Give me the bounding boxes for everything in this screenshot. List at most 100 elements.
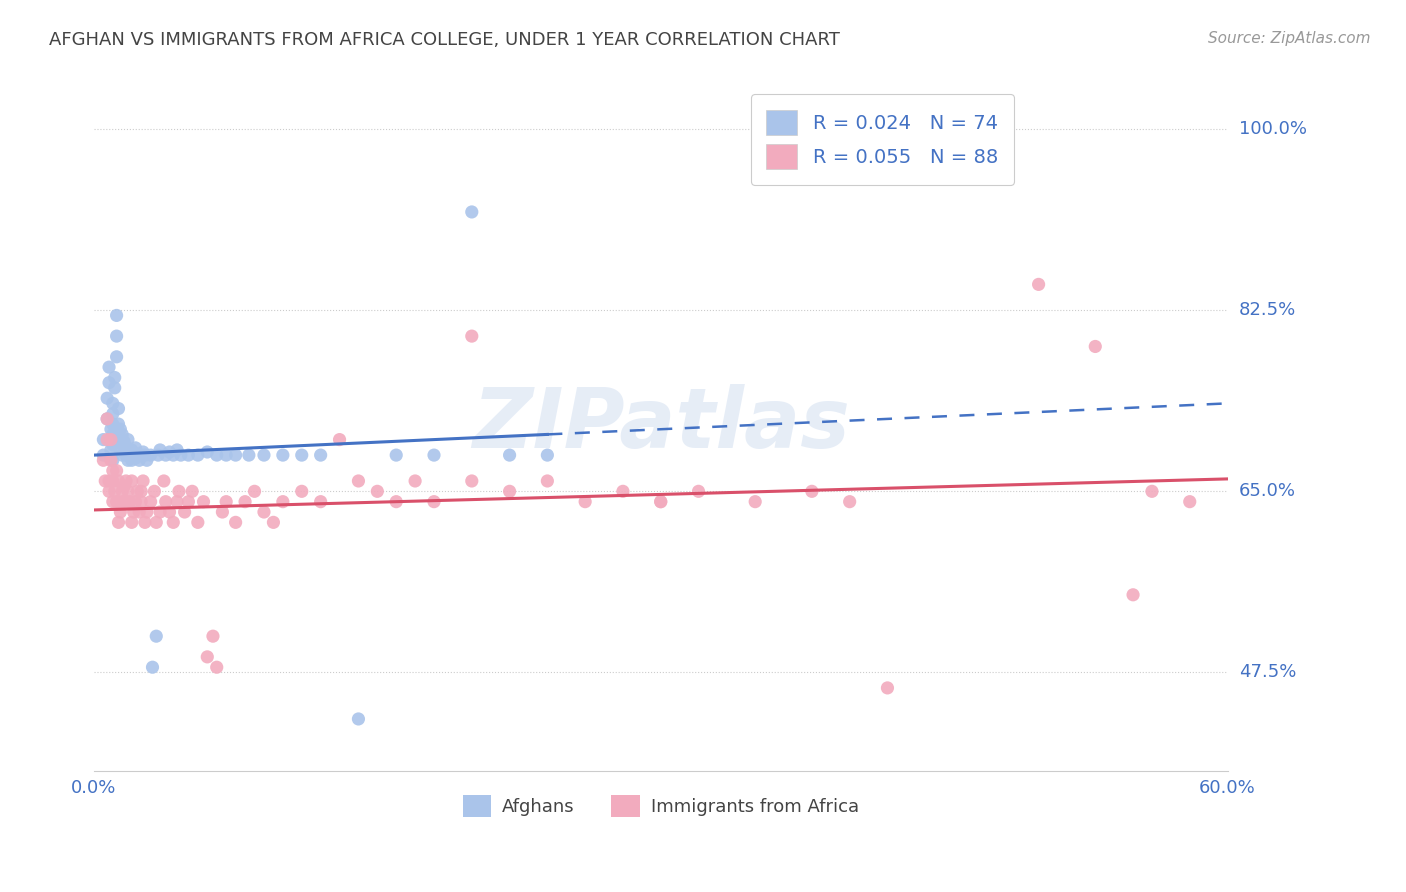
Point (104, 484, 127, 499)
Point (461, 205, 484, 219)
Point (536, 474, 558, 488)
Point (205, 660, 228, 674)
Point (129, 494, 152, 508)
Point (271, 494, 294, 508)
Point (105, 309, 128, 323)
Point (93, 453, 115, 467)
Point (121, 474, 143, 488)
Point (309, 448, 332, 462)
Point (134, 448, 156, 462)
Point (187, 516, 209, 530)
Point (385, 494, 408, 508)
Point (107, 401, 129, 416)
Point (93, 448, 115, 462)
Point (170, 448, 193, 462)
Point (166, 442, 188, 457)
Point (347, 712, 370, 726)
Point (94, 474, 117, 488)
Point (271, 448, 294, 462)
Point (876, 681, 898, 695)
Point (1140, 484, 1163, 499)
Point (112, 479, 135, 493)
Legend: Afghans, Immigrants from Africa: Afghans, Immigrants from Africa (456, 788, 866, 824)
Point (612, 484, 634, 499)
Point (195, 649, 218, 664)
Point (233, 494, 256, 508)
Point (155, 494, 177, 508)
Point (100, 422, 122, 436)
Point (1028, 277, 1050, 292)
Point (115, 440, 138, 454)
Point (121, 442, 143, 457)
Point (110, 422, 132, 436)
Point (105, 329, 128, 343)
Point (187, 448, 209, 462)
Point (105, 464, 128, 478)
Point (96, 391, 118, 405)
Point (238, 448, 260, 462)
Point (98, 376, 121, 390)
Point (124, 441, 146, 455)
Point (105, 350, 128, 364)
Point (110, 433, 132, 447)
Point (385, 448, 408, 462)
Point (159, 505, 181, 519)
Point (112, 434, 135, 449)
Point (404, 474, 426, 488)
Point (1084, 339, 1107, 353)
Point (124, 451, 146, 466)
Point (117, 442, 139, 457)
Point (104, 381, 127, 395)
Text: 65.0%: 65.0% (1239, 483, 1296, 500)
Point (107, 516, 129, 530)
Point (122, 448, 145, 462)
Point (129, 484, 152, 499)
Point (115, 474, 138, 488)
Point (107, 417, 129, 431)
Point (838, 494, 860, 508)
Point (423, 494, 446, 508)
Point (105, 494, 128, 508)
Point (177, 494, 200, 508)
Point (253, 505, 276, 519)
Point (211, 505, 233, 519)
Point (328, 433, 350, 447)
Point (166, 494, 188, 508)
Point (309, 494, 332, 508)
Point (101, 494, 124, 508)
Point (117, 433, 139, 447)
Point (574, 494, 596, 508)
Point (134, 516, 156, 530)
Point (366, 484, 388, 499)
Point (117, 484, 139, 499)
Point (101, 407, 124, 421)
Point (139, 494, 162, 508)
Text: 47.5%: 47.5% (1239, 664, 1296, 681)
Point (129, 448, 152, 462)
Point (121, 453, 143, 467)
Text: AFGHAN VS IMMIGRANTS FROM AFRICA COLLEGE, UNDER 1 YEAR CORRELATION CHART: AFGHAN VS IMMIGRANTS FROM AFRICA COLLEGE… (49, 31, 841, 49)
Point (128, 505, 150, 519)
Point (132, 474, 155, 488)
Point (115, 494, 138, 508)
Point (167, 484, 190, 499)
Point (101, 417, 124, 431)
Point (146, 448, 169, 462)
Point (162, 516, 184, 530)
Point (110, 505, 132, 519)
Point (181, 484, 204, 499)
Point (98, 360, 121, 375)
Point (461, 329, 484, 343)
Point (162, 448, 184, 462)
Point (149, 505, 172, 519)
Point (112, 445, 135, 459)
Point (104, 370, 127, 384)
Point (139, 448, 162, 462)
Text: Source: ZipAtlas.com: Source: ZipAtlas.com (1208, 31, 1371, 46)
Point (650, 494, 672, 508)
Point (127, 484, 149, 499)
Point (122, 505, 145, 519)
Point (101, 453, 124, 467)
Point (101, 438, 124, 452)
Point (100, 453, 122, 467)
